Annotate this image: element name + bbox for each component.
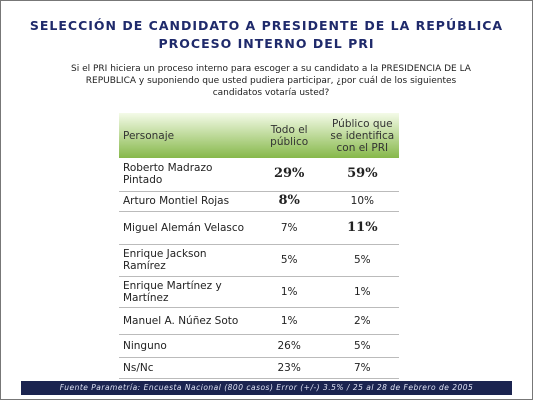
percent-cell: 11%: [325, 211, 399, 245]
percent-cell: 1%: [325, 276, 399, 308]
percent-cell: 2%: [325, 307, 399, 335]
percent-cell: 29%: [252, 158, 326, 192]
table-row: Enrique Martínez y Martínez 1% 1%: [119, 276, 399, 308]
name-cell: Miguel Alemán Velasco: [119, 211, 253, 245]
column-header: Personaje: [119, 113, 253, 158]
name-cell: Manuel A. Núñez Soto: [119, 307, 253, 335]
percent-cell: 23%: [252, 357, 326, 379]
percent-cell: 26%: [252, 334, 326, 358]
percent-cell: 8%: [252, 191, 326, 212]
percent-cell: 10%: [325, 191, 399, 212]
footer: Fuente Parametría: Encuesta Nacional (80…: [21, 381, 512, 395]
name-cell: Ninguno: [119, 334, 253, 358]
table-row: Miguel Alemán Velasco 7% 11%: [119, 211, 399, 245]
title: SELECCIÓN DE CANDIDATO A PRESIDENTE DE L…: [29, 18, 504, 33]
name-cell: Enrique Martínez y Martínez: [119, 276, 253, 308]
percent-cell: 1%: [252, 307, 326, 335]
table-row: Enrique Jackson Ramírez 5% 5%: [119, 244, 399, 277]
percent-cell: 5%: [325, 244, 399, 277]
table-row: Ninguno 26% 5%: [119, 334, 399, 358]
percent-cell: 1%: [252, 276, 326, 308]
subtitle: PROCESO INTERNO DEL PRI: [158, 36, 375, 51]
table-row: Manuel A. Núñez Soto 1% 2%: [119, 307, 399, 335]
results-table: Personaje Todo el público Público que se i…: [119, 113, 399, 379]
question: Si el PRI hiciera un proceso interno par…: [71, 64, 471, 98]
percent-cell: 5%: [252, 244, 326, 277]
column-header: Todo el público: [252, 113, 326, 158]
name-cell: Ns/Nc: [119, 357, 253, 379]
table-row: Ns/Nc 23% 7%: [119, 357, 399, 379]
name-cell: Enrique Jackson Ramírez: [119, 244, 253, 277]
percent-cell: 5%: [325, 334, 399, 358]
percent-cell: 7%: [252, 211, 326, 245]
name-cell: Arturo Montiel Rojas: [119, 191, 253, 212]
percent-cell: 59%: [325, 158, 399, 192]
percent-cell: 7%: [325, 357, 399, 379]
table-row: Roberto Madrazo Pintado 29% 59%: [119, 158, 399, 192]
table-row: Arturo Montiel Rojas 8% 10%: [119, 191, 399, 212]
column-header: Público que se identifica con el PRI: [325, 113, 399, 158]
name-cell: Roberto Madrazo Pintado: [119, 158, 253, 192]
